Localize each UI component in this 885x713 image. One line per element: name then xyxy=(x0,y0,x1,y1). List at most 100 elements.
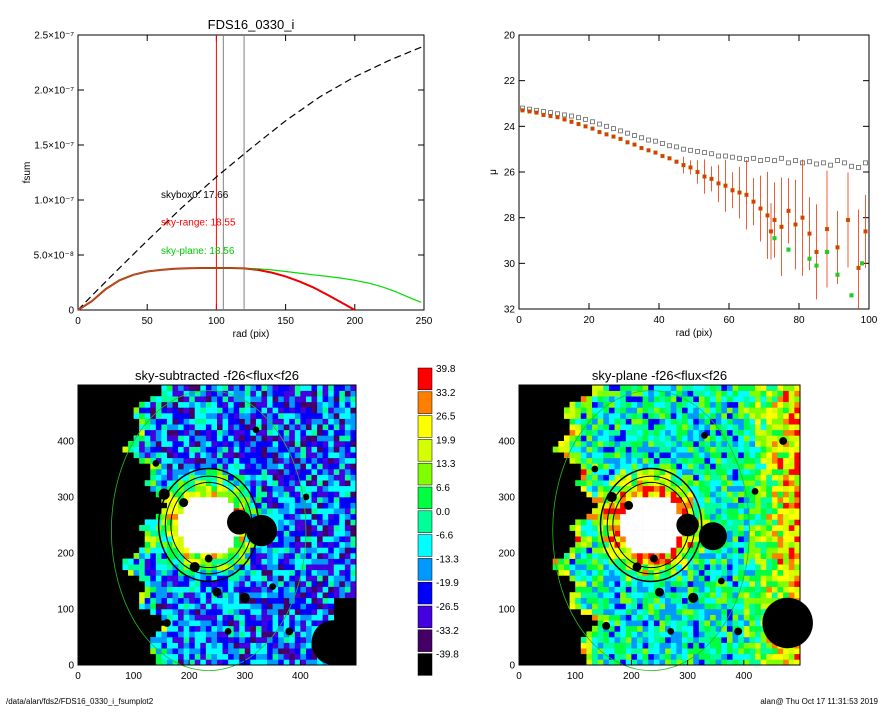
image-pixel xyxy=(239,614,246,621)
image-pixel xyxy=(278,575,285,582)
image-pixel xyxy=(670,586,677,593)
image-pixel xyxy=(289,463,296,470)
image-pixel xyxy=(250,569,257,576)
image-pixel xyxy=(592,474,598,481)
image-pixel xyxy=(211,525,218,531)
image-pixel xyxy=(244,497,251,503)
image-pixel xyxy=(166,541,173,548)
image-pixel xyxy=(300,407,307,414)
image-pixel xyxy=(255,592,262,599)
image-pixel xyxy=(267,441,273,447)
image-pixel xyxy=(755,429,761,436)
image-pixel xyxy=(211,614,218,621)
mu-point xyxy=(863,229,868,234)
image-pixel xyxy=(586,541,593,548)
image-pixel xyxy=(681,558,688,565)
image-pixel xyxy=(642,614,649,621)
image-pixel xyxy=(608,474,615,481)
image-pixel xyxy=(161,401,168,408)
image-pixel xyxy=(294,653,301,660)
image-pixel xyxy=(771,407,778,414)
image-pixel xyxy=(311,603,318,610)
image-pixel xyxy=(217,575,223,582)
image-pixel xyxy=(681,592,688,599)
mu-point-sky xyxy=(772,158,777,163)
image-pixel xyxy=(261,581,268,587)
image-pixel xyxy=(233,659,240,666)
image-pixel xyxy=(659,659,666,666)
mu-point-sky xyxy=(793,158,798,163)
image-pixel xyxy=(687,637,694,643)
image-pixel xyxy=(575,564,582,571)
image-pixel xyxy=(294,525,301,531)
image-pixel xyxy=(693,401,700,408)
image-pixel xyxy=(178,564,184,571)
image-pixel xyxy=(648,620,655,627)
image-pixel xyxy=(586,609,593,615)
image-pixel xyxy=(350,586,357,593)
image-pixel xyxy=(631,390,638,397)
image-pixel xyxy=(597,485,604,492)
image-pixel xyxy=(244,508,251,515)
image-pixel xyxy=(670,625,677,632)
image-pixel xyxy=(721,469,728,475)
image-pixel xyxy=(766,429,773,436)
image-pixel xyxy=(278,603,285,610)
image-pixel xyxy=(766,435,773,442)
image-pixel xyxy=(278,463,285,470)
image-pixel xyxy=(743,575,750,582)
x-tick-label: 100 xyxy=(861,315,878,326)
image-pixel xyxy=(183,435,190,442)
image-pixel xyxy=(300,569,307,576)
image-pixel xyxy=(300,536,307,543)
image-pixel xyxy=(172,653,179,660)
image-pixel xyxy=(255,547,262,554)
image-pixel xyxy=(670,407,677,414)
image-pixel xyxy=(637,385,643,391)
image-pixel xyxy=(586,586,593,593)
image-pixel xyxy=(261,418,268,425)
image-pixel xyxy=(743,463,750,470)
image-pixel xyxy=(642,592,649,599)
image-pixel xyxy=(200,446,207,453)
image-pixel xyxy=(150,597,157,604)
image-pixel xyxy=(278,653,285,660)
image-pixel xyxy=(311,497,318,503)
masked-source xyxy=(189,561,200,573)
mu-point-sky xyxy=(828,162,833,168)
image-pixel xyxy=(597,569,604,576)
isophote-ellipse xyxy=(170,481,247,569)
image-pixel xyxy=(693,424,700,431)
image-pixel xyxy=(305,424,312,431)
image-pixel xyxy=(150,525,157,531)
image-pixel xyxy=(648,536,655,543)
image-pixel xyxy=(189,401,196,408)
image-pixel xyxy=(586,424,593,431)
image-pixel xyxy=(715,390,722,397)
image-pixel xyxy=(743,541,750,548)
image-pixel xyxy=(328,407,335,414)
image-pixel xyxy=(255,418,262,425)
image-pixel xyxy=(732,424,739,431)
image-pixel xyxy=(189,407,196,414)
image-pixel xyxy=(178,413,184,419)
image-pixel xyxy=(294,603,301,610)
image-pixel xyxy=(300,401,307,408)
image-pixel xyxy=(250,418,257,425)
image-pixel xyxy=(339,525,346,531)
image-pixel xyxy=(333,592,340,599)
image-pixel xyxy=(693,407,700,414)
image-pixel xyxy=(150,530,157,537)
image-pixel xyxy=(637,653,643,660)
image-pixel xyxy=(726,502,733,509)
image-pixel xyxy=(637,525,643,531)
mu-point xyxy=(772,236,777,241)
image-pixel xyxy=(178,491,184,498)
colorbar-swatch xyxy=(417,581,433,605)
image-pixel xyxy=(614,429,621,436)
image-pixel xyxy=(743,424,750,431)
image-pixel xyxy=(228,485,234,492)
image-pixel xyxy=(328,435,335,442)
image-pixel xyxy=(200,469,207,475)
image-pixel xyxy=(597,575,604,582)
